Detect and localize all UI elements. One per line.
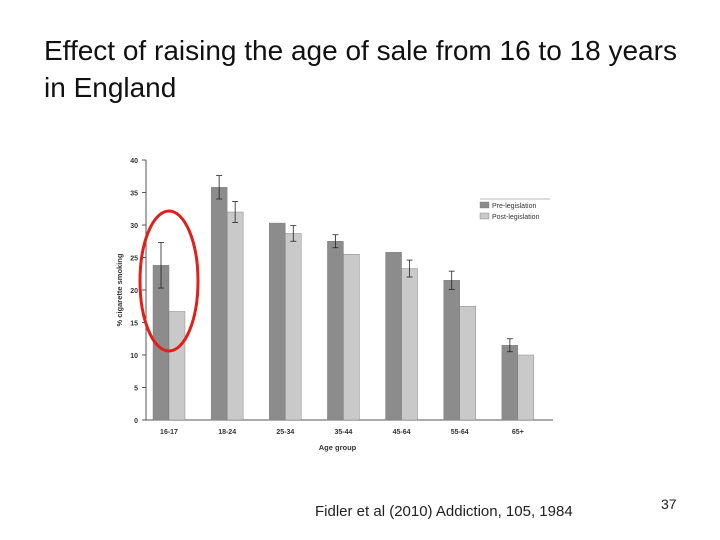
x-tick-label: 25-34: [276, 429, 294, 436]
y-tick-label: 40: [130, 158, 138, 165]
legend-swatch: [479, 212, 490, 220]
x-tick-label: 16-17: [160, 429, 178, 436]
bar-pre-legislation: [210, 187, 228, 421]
legend-swatch: [479, 201, 490, 209]
legend-label: Post-legislation: [492, 214, 540, 221]
y-tick-label: 35: [130, 191, 138, 198]
slide-title: Effect of raising the age of sale from 1…: [44, 35, 677, 103]
y-tick-label: 10: [130, 353, 138, 360]
x-tick-label: 18-24: [218, 429, 236, 436]
bar-post-legislation: [401, 268, 418, 421]
x-tick-label: 45-64: [393, 429, 411, 436]
bar-post-legislation: [517, 354, 535, 421]
y-tick-label: 0: [134, 418, 138, 425]
x-axis-label: Age group: [319, 443, 357, 452]
citation: Fidler et al (2010) Addiction, 105, 1984: [315, 503, 573, 520]
y-tick-label: 15: [130, 321, 138, 328]
bar-pre-legislation: [269, 222, 286, 421]
chart-container: 0 5 10 15 20 25 30 35 40 % cigarette smoking 16-17…: [108, 150, 558, 460]
highlight-circle: [138, 209, 200, 353]
bar-post-legislation: [168, 311, 186, 421]
bar-pre-legislation: [501, 345, 519, 421]
bar-pre-legislation: [443, 280, 460, 421]
bar-pre-legislation: [327, 241, 344, 421]
bar-pre-legislation: [385, 252, 402, 421]
y-tick-label: 30: [130, 223, 138, 230]
bar-chart: 0 5 10 15 20 25 30 35 40 % cigarette smoking 16-17…: [115, 158, 553, 452]
y-tick-label: 20: [130, 288, 138, 295]
legend-label: Pre-legislation: [492, 203, 536, 210]
bar-post-legislation: [343, 254, 360, 421]
bar-post-legislation: [459, 306, 476, 421]
y-tick-label: 5: [134, 386, 138, 393]
bar-post-legislation: [226, 211, 244, 421]
page-number: 37: [661, 496, 677, 512]
x-tick-label: 55-64: [451, 429, 469, 436]
y-axis-label: % cigarette smoking: [115, 253, 124, 326]
bar-post-legislation: [285, 233, 302, 421]
y-tick-label: 25: [130, 256, 138, 263]
x-tick-label: 35-44: [334, 429, 352, 436]
x-tick-label: 65+: [512, 429, 524, 436]
